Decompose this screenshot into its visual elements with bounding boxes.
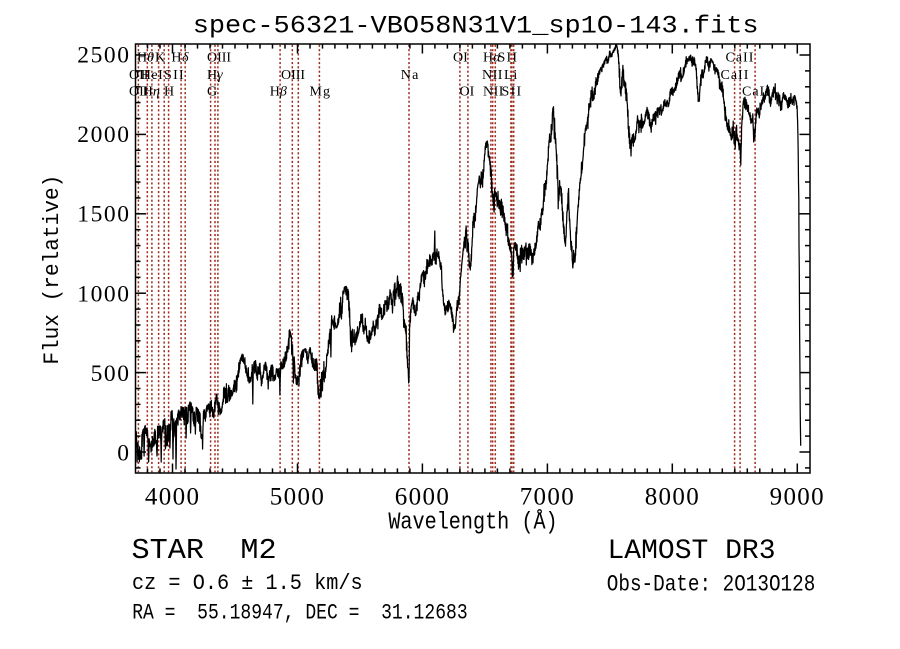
svg-text:4000: 4000: [145, 484, 200, 511]
svg-text:500: 500: [91, 361, 131, 387]
svg-text:HeI: HeI: [141, 68, 164, 83]
svg-text:CaII: CaII: [721, 68, 750, 83]
svg-text:Hθ: Hθ: [137, 51, 154, 66]
svg-text:7000: 7000: [520, 484, 575, 511]
svg-text:Hβ: Hβ: [270, 85, 287, 100]
svg-text:LAMOST DR3: LAMOST DR3: [608, 536, 776, 567]
svg-text:Na: Na: [401, 68, 420, 83]
svg-text:Hη: Hη: [143, 85, 160, 100]
svg-text:2000: 2000: [77, 122, 130, 148]
svg-text:OI: OI: [453, 51, 468, 66]
svg-text:STAR M2: STAR M2: [132, 534, 277, 567]
svg-text:Wavelength (Å): Wavelength (Å): [388, 508, 557, 536]
svg-text:OIII: OIII: [281, 68, 305, 83]
svg-text:Hα: Hα: [483, 51, 501, 66]
svg-text:SII: SII: [502, 85, 523, 100]
svg-text:8000: 8000: [645, 484, 700, 511]
svg-text:OII: OII: [129, 68, 149, 83]
svg-text:OI: OI: [460, 85, 475, 100]
svg-text:SII: SII: [498, 51, 519, 66]
svg-text:2500: 2500: [77, 42, 130, 68]
svg-text:1000: 1000: [77, 281, 130, 307]
svg-text:1500: 1500: [77, 202, 130, 228]
svg-text:CaII: CaII: [742, 85, 771, 100]
svg-text:OII: OII: [129, 85, 149, 100]
svg-text:6000: 6000: [395, 484, 450, 511]
svg-text:SII: SII: [164, 68, 185, 83]
svg-text:CaII: CaII: [726, 51, 755, 66]
svg-text:0: 0: [117, 441, 130, 467]
svg-text:G: G: [207, 85, 217, 100]
svg-text:K: K: [155, 51, 165, 66]
svg-text:RA = 55.18947, DEC = 31.1268: RA = 55.18947, DEC = 31.12683: [132, 601, 467, 626]
svg-text:Mg: Mg: [310, 85, 331, 100]
svg-text:spec-56321-VBO58N31V1_sp1O-143: spec-56321-VBO58N31V1_sp1O-143.fits: [193, 11, 759, 40]
svg-text:cz = O.6 ± 1.5 km/s: cz = O.6 ± 1.5 km/s: [132, 571, 363, 596]
svg-text:NII: NII: [483, 85, 504, 100]
svg-text:OIII: OIII: [207, 51, 231, 66]
svg-text:Flux (relative): Flux (relative): [41, 175, 65, 365]
svg-text:Obs-Date: 2O13O128: Obs-Date: 2O13O128: [607, 572, 815, 598]
svg-text:Li: Li: [504, 68, 518, 83]
svg-text:5000: 5000: [270, 484, 325, 511]
svg-text:H: H: [164, 85, 174, 100]
svg-text:Hγ: Hγ: [207, 68, 223, 83]
svg-text:9000: 9000: [770, 484, 825, 511]
svg-text:Hδ: Hδ: [171, 51, 189, 66]
svg-text:NII: NII: [482, 68, 503, 83]
